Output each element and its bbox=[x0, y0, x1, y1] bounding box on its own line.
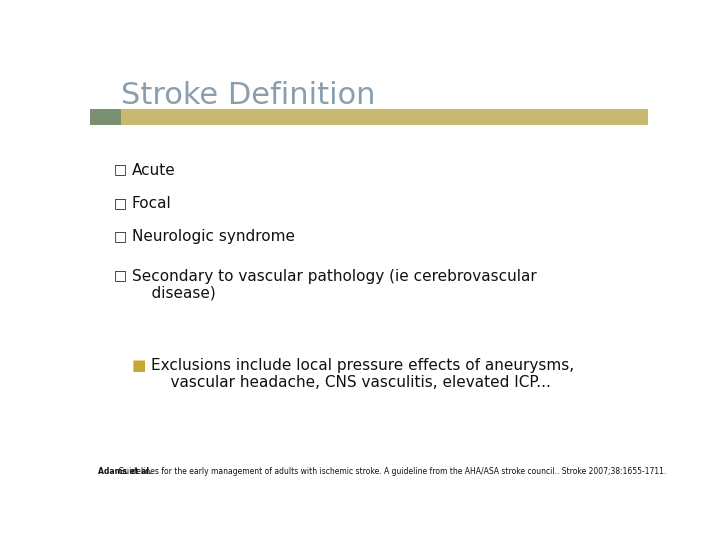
Text: Focal: Focal bbox=[132, 196, 171, 211]
Text: □: □ bbox=[114, 229, 127, 243]
Text: ■: ■ bbox=[132, 358, 146, 373]
Text: □: □ bbox=[114, 268, 127, 282]
Text: Exclusions include local pressure effects of aneurysms,
    vascular headache, C: Exclusions include local pressure effect… bbox=[151, 358, 575, 390]
Text: Secondary to vascular pathology (ie cerebrovascular
    disease): Secondary to vascular pathology (ie cere… bbox=[132, 268, 536, 301]
Text: □: □ bbox=[114, 163, 127, 177]
Text: Acute: Acute bbox=[132, 163, 176, 178]
Text: Guidelines for the early management of adults with ischemic stroke. A guideline : Guidelines for the early management of a… bbox=[116, 467, 667, 476]
Bar bbox=[121, 109, 648, 125]
Text: Adams et al.: Adams et al. bbox=[99, 467, 152, 476]
Text: Stroke Definition: Stroke Definition bbox=[121, 82, 375, 111]
Bar bbox=[90, 109, 121, 125]
Text: Neurologic syndrome: Neurologic syndrome bbox=[132, 229, 295, 244]
Text: □: □ bbox=[114, 196, 127, 210]
